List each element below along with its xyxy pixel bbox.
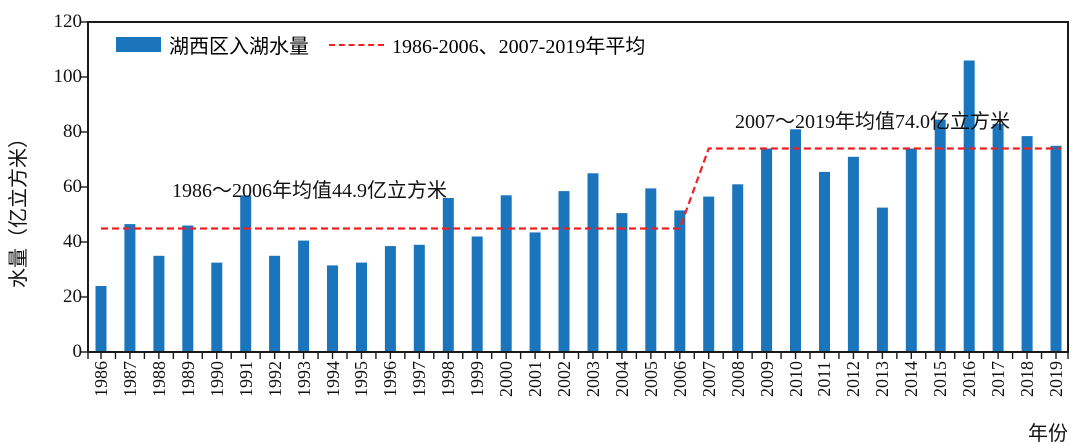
bar-1997 (413, 244, 425, 353)
legend: 湖西区入湖水量 1986-2006、2007-2019年平均 (116, 30, 645, 59)
x-tick-label-2017: 2017 (988, 361, 1009, 397)
bar-1995 (356, 262, 367, 352)
dashed-line-swatch (329, 43, 384, 46)
x-tick-label-1989: 1989 (177, 361, 198, 397)
x-tick-label-2014: 2014 (901, 361, 922, 397)
bar-2014 (905, 148, 917, 352)
bar-2005 (645, 188, 657, 352)
annotation-1986-2006-mean: 1986～2006年均值44.9亿立方米 (172, 180, 447, 202)
x-tick-label-1995: 1995 (351, 361, 372, 397)
x-tick-label-1992: 1992 (264, 361, 285, 397)
bar-1991 (240, 195, 252, 353)
bar-1996 (384, 246, 396, 352)
x-tick-label-2009: 2009 (756, 361, 777, 397)
bar-2009 (761, 148, 773, 352)
bar-1989 (182, 225, 194, 352)
x-tick-label-2010: 2010 (785, 361, 806, 397)
bar-2004 (616, 213, 628, 352)
x-tick-label-1997: 1997 (409, 361, 430, 397)
bar-2011 (819, 171, 830, 352)
x-tick-label-1987: 1987 (119, 361, 140, 397)
bar-2019 (1050, 145, 1062, 353)
annotation-2007-2019-mean: 2007～2019年均值74.0亿立方米 (735, 111, 1010, 133)
y-tick-label-80: 80 (63, 121, 82, 142)
bar-2013 (876, 207, 888, 352)
y-tick-label-100: 100 (53, 66, 83, 87)
x-tick-label-2006: 2006 (669, 361, 690, 397)
x-tick-label-2013: 2013 (872, 361, 893, 397)
bar-1990 (211, 262, 223, 352)
bar-2007 (703, 196, 715, 352)
bar-1987 (124, 224, 136, 352)
y-tick-label-20: 20 (63, 286, 82, 307)
x-tick-label-2012: 2012 (843, 361, 864, 397)
bar-series-label: 湖西区入湖水量 (169, 36, 309, 58)
x-tick-label-2000: 2000 (496, 361, 517, 397)
x-tick-label-1993: 1993 (293, 361, 314, 397)
x-tick-label-2008: 2008 (727, 361, 748, 397)
x-tick-label-2001: 2001 (525, 361, 546, 397)
x-tick-label-1990: 1990 (206, 361, 227, 397)
bar-2018 (1021, 136, 1033, 352)
bar-2002 (558, 191, 570, 352)
x-tick-label-1991: 1991 (235, 361, 256, 397)
x-tick-label-1986: 1986 (91, 361, 111, 397)
bar-2000 (500, 195, 512, 353)
bar-1999 (471, 236, 483, 352)
y-tick-label-0: 0 (72, 341, 83, 362)
y-tick-label-60: 60 (63, 176, 82, 197)
x-tick-label-2005: 2005 (640, 361, 661, 397)
bar-series-swatch (116, 37, 161, 52)
bar-2016 (963, 60, 975, 352)
x-tick-label-2015: 2015 (930, 361, 951, 397)
bar-2006 (674, 210, 686, 352)
bar-2015 (934, 119, 946, 352)
x-tick-label-2018: 2018 (1017, 361, 1038, 397)
bar-1992 (269, 255, 281, 353)
bar-1986 (95, 286, 107, 352)
average-line-label: 1986-2006、2007-2019年平均 (392, 36, 646, 58)
average-reference-line (101, 147, 1061, 230)
bar-2012 (847, 156, 859, 353)
bar-2008 (732, 184, 744, 353)
x-tick-label-1998: 1998 (438, 361, 459, 397)
bar-1994 (327, 265, 338, 352)
bar-1993 (298, 240, 310, 352)
axis-ticks-group (81, 21, 1069, 359)
x-tick-label-2019: 2019 (1046, 361, 1066, 397)
y-tick-label-120: 120 (53, 11, 83, 32)
x-tick-label-2002: 2002 (554, 361, 575, 397)
x-tick-label-1994: 1994 (322, 361, 343, 397)
x-tick-label-2004: 2004 (611, 361, 632, 397)
bars-group (95, 60, 1062, 353)
x-tick-label-1996: 1996 (380, 361, 401, 397)
bar-2010 (790, 129, 801, 353)
x-tick-label-2011: 2011 (814, 361, 835, 397)
bar-1998 (442, 198, 454, 352)
bar-2017 (992, 123, 1004, 353)
bar-1988 (153, 255, 165, 353)
x-axis-title: 年份 (1028, 423, 1068, 444)
x-tick-label-1999: 1999 (467, 361, 488, 397)
x-tick-label-2007: 2007 (698, 361, 719, 397)
y-axis-title: 水量（亿立方米） (8, 128, 30, 288)
x-tick-label-2016: 2016 (959, 361, 980, 397)
x-tick-label-2003: 2003 (582, 361, 603, 397)
plot-border (87, 21, 1069, 353)
y-tick-label-40: 40 (63, 231, 82, 252)
bar-2001 (529, 232, 541, 352)
bar-2003 (587, 173, 599, 353)
x-tick-label-1988: 1988 (148, 361, 169, 397)
